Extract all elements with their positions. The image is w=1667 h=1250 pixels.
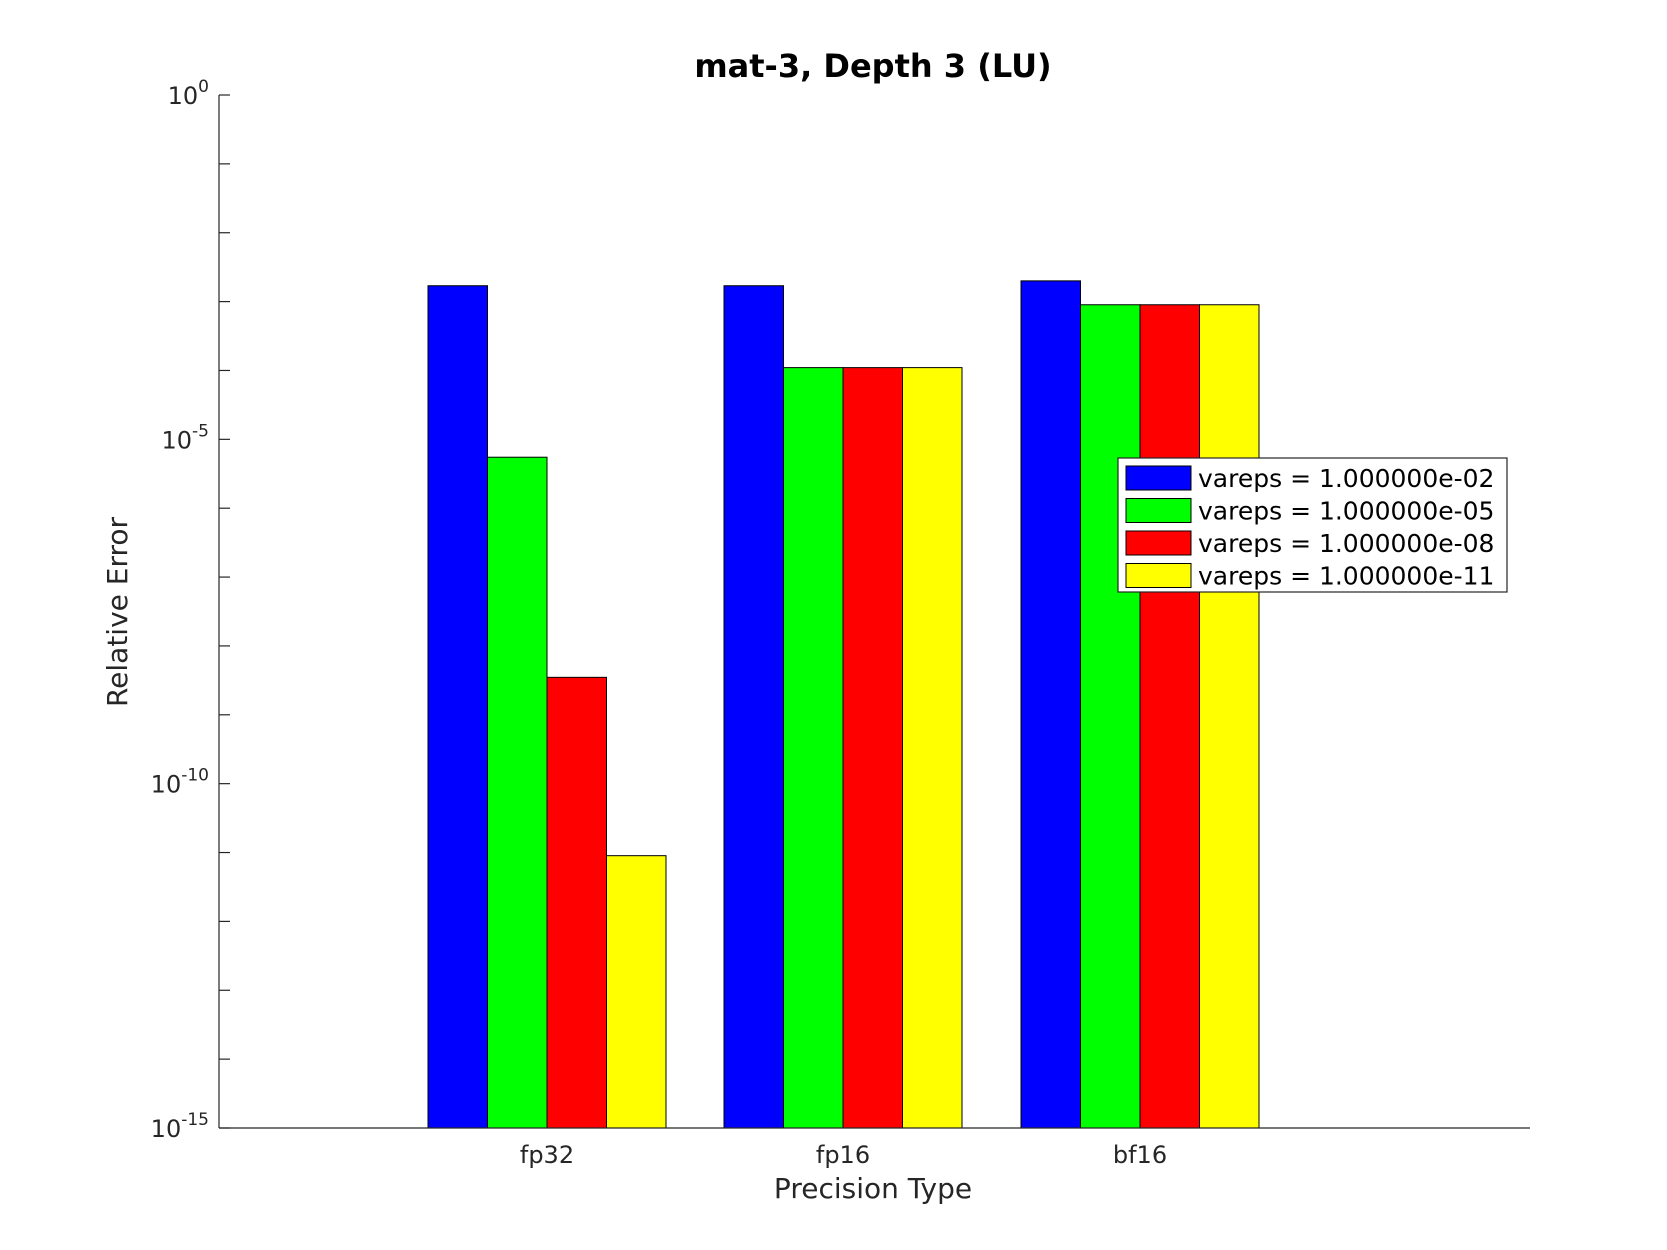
legend-label-3: vareps = 1.000000e-08 [1198, 529, 1494, 558]
legend-swatch-1 [1125, 465, 1192, 491]
legend-swatch-4 [1125, 563, 1192, 588]
chart-title: mat-3, Depth 3 (LU) [694, 47, 1051, 85]
bar-fp16-series-3 [842, 367, 903, 1129]
x-tick-label-fp16: fp16 [816, 1141, 870, 1169]
y-axis-label: Relative Error [101, 516, 134, 707]
bar-fp32-series-1 [427, 285, 488, 1129]
bar-bf16-series-1 [1020, 280, 1081, 1129]
y-tick-label: 10-15 [151, 1110, 209, 1143]
bar-bf16-series-4 [1199, 304, 1260, 1129]
bar-fp32-series-2 [487, 456, 548, 1129]
bar-bf16-series-2 [1080, 304, 1141, 1129]
x-tick-label-bf16: bf16 [1113, 1141, 1167, 1169]
y-tick-label: 100 [168, 77, 209, 110]
bar-fp32-series-4 [606, 855, 667, 1129]
legend-label-4: vareps = 1.000000e-11 [1198, 562, 1494, 591]
bar-bf16-series-3 [1139, 304, 1200, 1129]
legend-swatch-2 [1125, 498, 1192, 523]
bar-fp16-series-1 [723, 285, 784, 1129]
y-tick-label: 10-10 [151, 766, 209, 799]
bar-fp16-series-2 [783, 367, 844, 1129]
legend-label-1: vareps = 1.000000e-02 [1198, 464, 1494, 493]
x-tick-label-fp32: fp32 [520, 1141, 574, 1169]
bar-fp16-series-4 [902, 367, 963, 1129]
bar-fp32-series-3 [546, 676, 607, 1129]
x-axis-label: Precision Type [774, 1172, 972, 1205]
y-tick-label: 10-5 [162, 421, 210, 454]
legend: vareps = 1.000000e-02 vareps = 1.000000e-… [1117, 457, 1508, 593]
axes-group: 100 10-5 10-10 10-15 fp32 fp16 bf16 [151, 77, 1530, 1169]
bars-group [427, 280, 1260, 1129]
legend-label-2: vareps = 1.000000e-05 [1198, 497, 1494, 526]
legend-swatch-3 [1125, 530, 1192, 556]
